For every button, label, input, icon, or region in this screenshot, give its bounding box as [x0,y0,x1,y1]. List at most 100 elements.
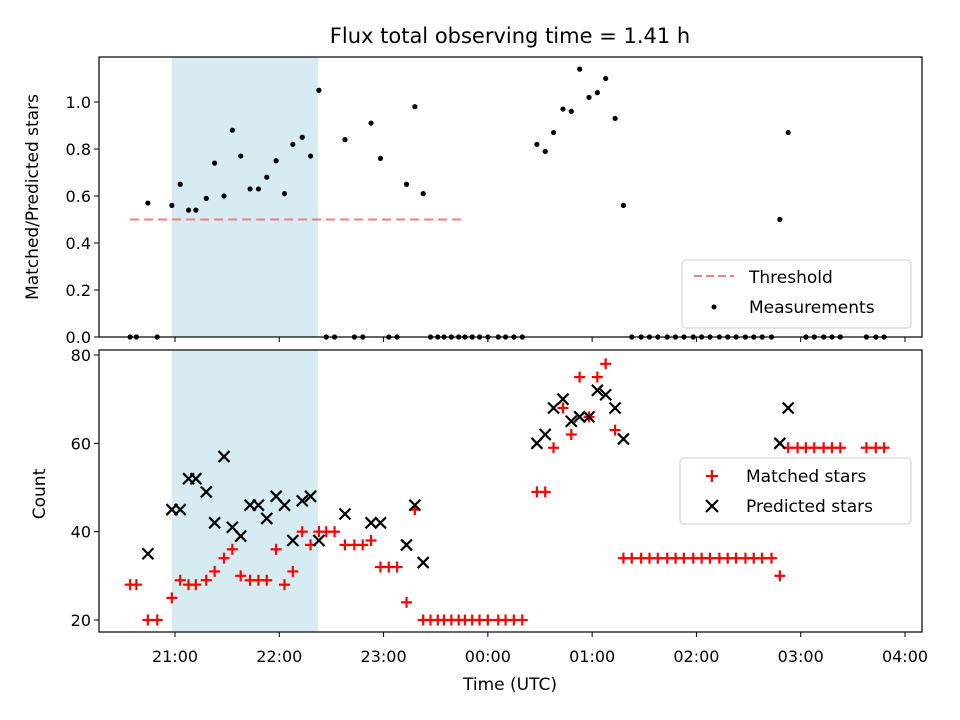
measurement-point [620,202,627,208]
measurement-point [586,94,592,100]
bottom-ytick-label: 20 [71,611,91,630]
matched-star-point [652,552,664,564]
top-legend-box [681,259,912,329]
x-tick-label: 04:00 [882,647,928,666]
measurement-point [577,66,583,72]
matched-star-point [218,552,230,564]
matched-star-point [609,424,621,436]
matched-star-point [808,442,820,454]
matched-star-point [209,565,221,577]
measurement-point [221,193,227,199]
predicted-star-point [278,498,291,512]
x-tick-label: 23:00 [361,647,407,666]
matched-star-point [678,552,690,564]
bottom-ytick-label: 40 [71,523,91,542]
legend-measurement-marker [711,304,717,310]
matched-star-point [391,561,403,573]
top-panel: 0.0 0.2 0.4 0.6 0.8 1.0 Matched/Predicted sta… [23,56,923,347]
predicted-star-point [173,503,187,516]
predicted-star-point [304,490,317,503]
predicted-star-point [538,428,552,441]
matched-star-point [756,552,768,564]
measurement-point [612,115,618,122]
predicted-star-point [200,485,213,499]
legend-matched-label: Matched stars [746,467,866,487]
measurement-point [169,202,175,208]
matched-star-point [516,614,528,626]
predicted-star-point [338,507,352,521]
measurement-point [777,216,783,223]
predicted-star-point [374,516,387,530]
bottom-legend-box [679,457,912,525]
top-ytick-label: 0.6 [66,187,91,206]
predicted-star-point [781,401,795,415]
measurement-point [560,106,566,112]
measurement-point [203,195,209,201]
predicted-star-point [408,498,422,512]
legend-predicted-label: Predicted stars [746,497,873,517]
measurement-point [273,158,279,164]
measurement-point [177,181,183,187]
measurement-point [238,153,244,159]
matched-star-point [130,579,142,591]
predicted-star-point [252,498,265,512]
measurement-point [307,153,314,159]
matched-star-point [704,552,716,564]
x-tick-label: 01:00 [569,647,615,666]
matched-star-point [226,543,238,555]
matched-star-point [600,358,612,370]
predicted-star-point [400,538,413,552]
measurement-point [342,137,348,143]
measurement-point [185,207,192,213]
predicted-star-point [591,384,604,397]
measurement-point [247,186,253,192]
predicted-star-point [556,392,570,406]
measurement-point [568,108,574,114]
matched-star-point [151,614,163,626]
bottom-legend: Matched stars Predicted stars [679,457,912,525]
top-ytick-label: 1.0 [66,93,91,112]
matched-star-point [329,526,341,538]
predicted-star-point [416,556,430,569]
legend-predicted-marker [705,499,719,513]
top-legend: Threshold Measurements [681,259,912,329]
matched-star-point [730,552,742,564]
matched-star-point [766,552,778,564]
predicted-star-point [217,450,231,463]
measurement-point [403,181,410,187]
matched-star-point [365,535,377,546]
matched-star-point [878,442,890,454]
top-ytick-label: 0.8 [66,140,91,159]
bottom-ylabel: Count [30,468,50,519]
measurement-point [550,129,557,136]
bottom-ytick-label: 60 [71,434,91,453]
top-axes-frame [98,56,923,338]
matched-star-point [339,539,351,551]
matched-star-point [591,371,603,383]
legend-threshold-label: Threshold [748,268,833,288]
x-tick-label: 00:00 [465,647,511,666]
matched-star-point [860,442,872,454]
matched-star-point [401,596,413,608]
x-axis-label: Time (UTC) [462,675,557,695]
x-tick-label: 02:00 [673,647,719,666]
predicted-star-point [234,529,247,543]
predicted-star-point [599,388,612,402]
predicted-star-point [141,547,155,561]
measurement-point [316,87,322,93]
x-tick-label: 21:00 [152,647,198,666]
measurement-point [412,104,418,110]
matched-star-point [261,574,273,586]
matched-star-point [142,614,154,626]
matched-star-point [287,565,299,577]
measurement-point [264,174,270,180]
x-tick-label: 03:00 [778,647,824,666]
top-ytick-label: 0.4 [66,234,91,253]
matched-star-point [565,429,577,440]
measurement-point [542,148,548,154]
measurement-point [534,141,540,147]
matched-star-point [482,614,494,626]
matched-star-point [834,442,846,454]
predicted-star-point [608,401,622,415]
predicted-star-point [286,534,300,547]
